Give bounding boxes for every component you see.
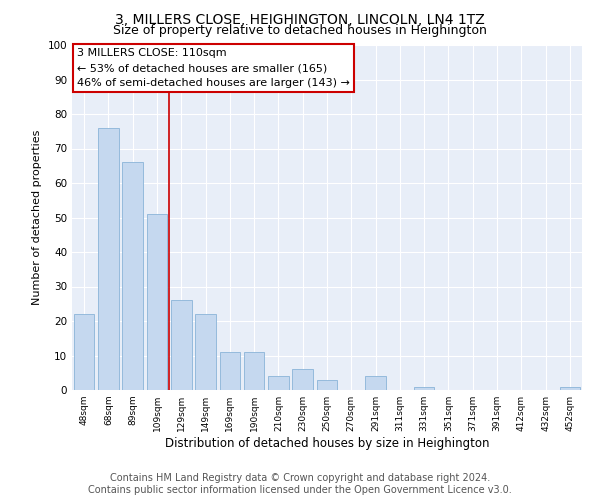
Bar <box>414 386 434 390</box>
Y-axis label: Number of detached properties: Number of detached properties <box>32 130 42 305</box>
Bar <box>171 300 191 390</box>
Bar <box>365 376 386 390</box>
Bar <box>244 352 265 390</box>
Text: Contains HM Land Registry data © Crown copyright and database right 2024.
Contai: Contains HM Land Registry data © Crown c… <box>88 474 512 495</box>
Bar <box>146 214 167 390</box>
Bar <box>317 380 337 390</box>
Bar <box>74 314 94 390</box>
Bar <box>220 352 240 390</box>
Bar <box>122 162 143 390</box>
X-axis label: Distribution of detached houses by size in Heighington: Distribution of detached houses by size … <box>165 437 489 450</box>
Text: 3 MILLERS CLOSE: 110sqm
← 53% of detached houses are smaller (165)
46% of semi-d: 3 MILLERS CLOSE: 110sqm ← 53% of detache… <box>77 48 350 88</box>
Text: Size of property relative to detached houses in Heighington: Size of property relative to detached ho… <box>113 24 487 37</box>
Bar <box>98 128 119 390</box>
Bar <box>560 386 580 390</box>
Bar <box>195 314 216 390</box>
Bar <box>268 376 289 390</box>
Bar <box>292 370 313 390</box>
Text: 3, MILLERS CLOSE, HEIGHINGTON, LINCOLN, LN4 1TZ: 3, MILLERS CLOSE, HEIGHINGTON, LINCOLN, … <box>115 12 485 26</box>
